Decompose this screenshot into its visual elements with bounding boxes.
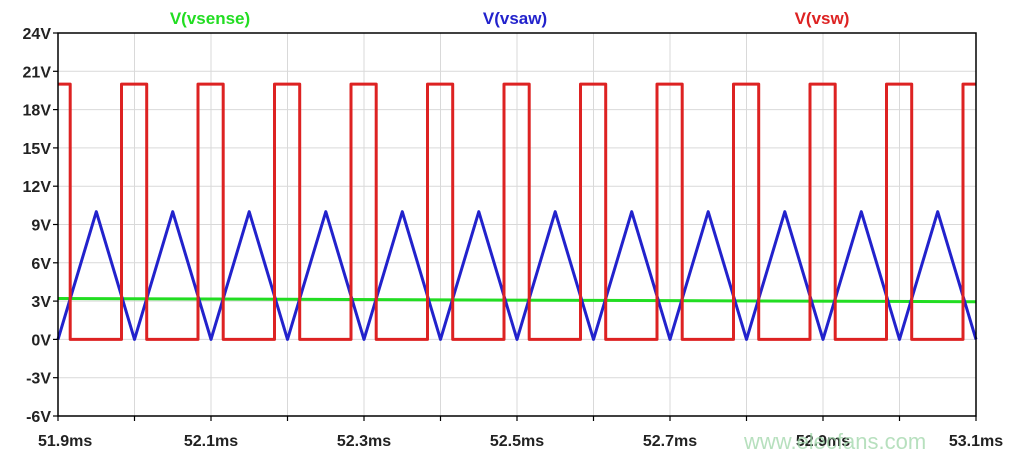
x-tick-label: 52.7ms [643, 433, 697, 450]
y-tick-label: 0V [31, 332, 51, 349]
series-line-v-vsense [57, 297, 977, 304]
legend: V(vsense) V(vsaw) V(vsw) [170, 9, 850, 28]
x-tick-label: 52.3ms [337, 433, 391, 450]
x-tick-label: 52.9ms [796, 433, 850, 450]
legend-v-vsw: V(vsw) [795, 9, 850, 28]
y-tick-label: 15V [23, 141, 52, 158]
legend-v-vsense: V(vsense) [170, 9, 250, 28]
series-line-v-vsw [58, 82, 976, 341]
y-tick-label: 6V [31, 256, 51, 273]
series-layer [56, 82, 978, 341]
x-tick-label: 52.5ms [490, 433, 544, 450]
x-tick-label: 51.9ms [38, 433, 92, 450]
series-line-v-vsaw [56, 210, 978, 341]
y-tick-label: -6V [26, 409, 51, 426]
y-tick-label: 18V [23, 103, 52, 120]
watermark: www.elecfans.com [743, 429, 926, 454]
tick-labels: -6V -3V 0V 3V 6V 9V 12V 15V 18V 21V 24V 51.9ms 52.1m… [23, 26, 1004, 450]
y-tick-label: 12V [23, 179, 52, 196]
y-tick-label: 24V [23, 26, 52, 43]
y-tick-label: 3V [31, 294, 51, 311]
grid [57, 32, 977, 417]
x-tick-label: 53.1ms [949, 433, 1003, 450]
y-tick-label: -3V [26, 371, 51, 388]
x-tick-label: 52.1ms [184, 433, 238, 450]
legend-v-vsaw: V(vsaw) [483, 9, 547, 28]
y-tick-label: 9V [31, 218, 51, 235]
y-tick-label: 21V [23, 64, 52, 81]
